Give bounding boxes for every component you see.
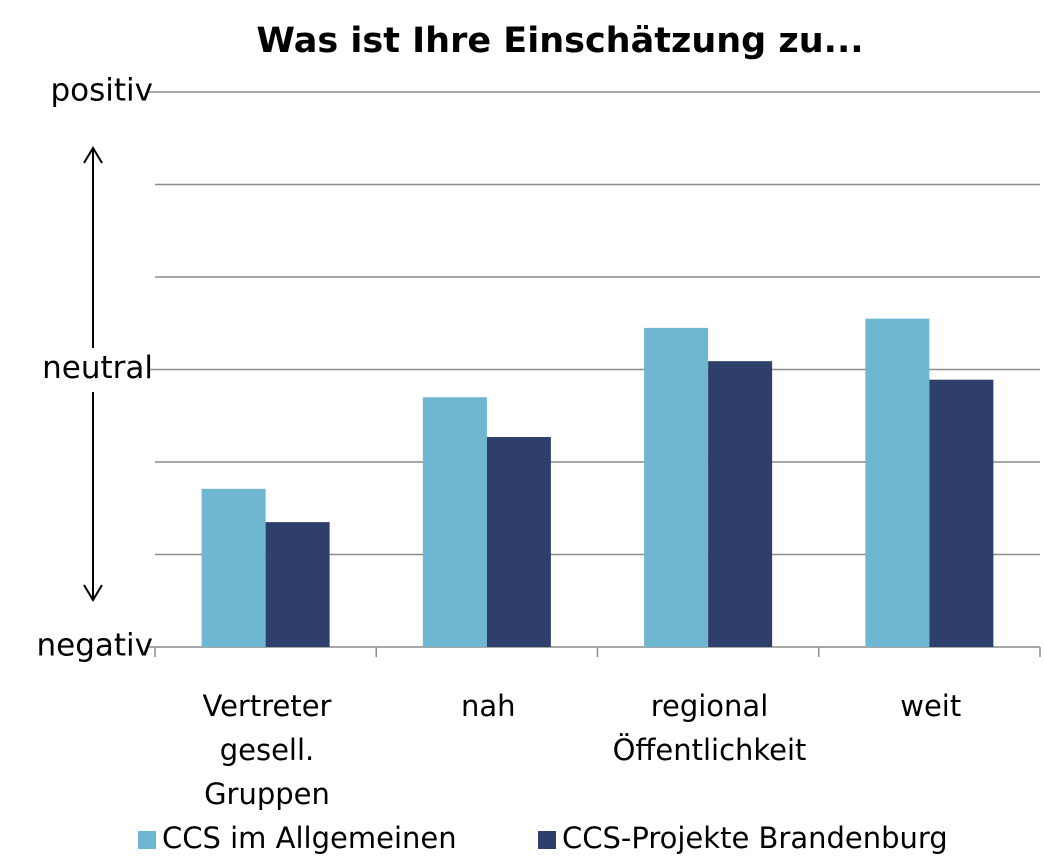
- x-tick-label: nah: [460, 689, 516, 723]
- bar: [929, 379, 994, 647]
- axis-arrow: [83, 146, 103, 602]
- bar: [644, 327, 709, 647]
- bar: [265, 522, 330, 647]
- legend-label: CCS-Projekte Brandenburg: [562, 821, 948, 855]
- bar: [422, 397, 487, 647]
- bar: [486, 437, 551, 647]
- y-tick-label: positiv: [50, 73, 153, 109]
- y-tick-label: negativ: [36, 628, 153, 664]
- chart-title: Was ist Ihre Einschätzung zu...: [256, 21, 863, 61]
- bar: [201, 488, 266, 647]
- legend-swatch: [538, 831, 556, 849]
- x-tick-label: weit: [900, 689, 962, 723]
- bar: [865, 318, 930, 647]
- y-tick-label: neutral: [42, 350, 153, 386]
- legend-swatch: [138, 831, 156, 849]
- bar: [708, 361, 773, 647]
- legend-label: CCS im Allgemeinen: [162, 821, 457, 855]
- x-tick-label: Vertreter gesell. Gruppen: [202, 689, 332, 811]
- x-tick-label: regional Öffentlichkeit: [612, 689, 807, 767]
